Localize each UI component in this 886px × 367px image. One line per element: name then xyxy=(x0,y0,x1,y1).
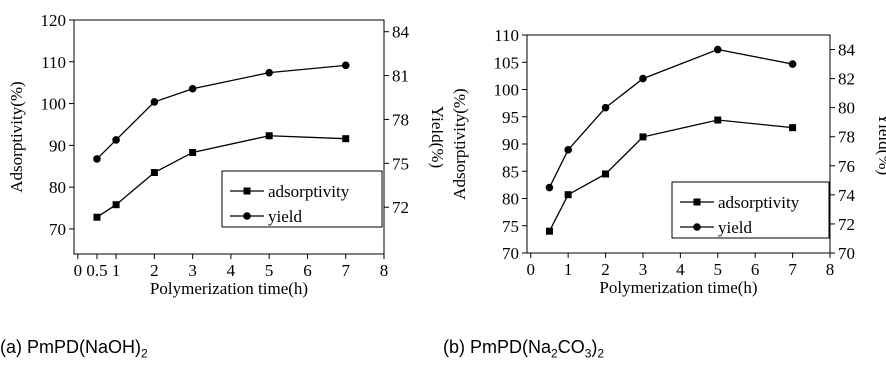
y2-tick-label: 82 xyxy=(838,70,855,89)
x-tick-label: 3 xyxy=(188,261,197,280)
x-tick-label: 6 xyxy=(303,261,312,280)
y2-tick-label: 75 xyxy=(392,154,409,173)
y2-axis-label: Yield(%) xyxy=(875,113,886,175)
y-tick-label: 80 xyxy=(49,178,66,197)
x-tick-label: 6 xyxy=(751,260,760,279)
x-tick-label: 0 xyxy=(74,261,83,280)
data-point-yield xyxy=(788,60,797,68)
y2-tick-label: 72 xyxy=(838,215,855,234)
x-tick-label: 8 xyxy=(380,261,389,280)
y-tick-label: 75 xyxy=(502,217,519,236)
y2-tick-label: 76 xyxy=(838,157,855,176)
data-point-adsorptivity xyxy=(265,132,273,140)
x-tick-label: 2 xyxy=(601,260,610,279)
legend-label: yield xyxy=(268,207,302,226)
data-point-adsorptivity xyxy=(714,116,722,124)
y2-axis-label: Yield(%) xyxy=(428,106,443,168)
data-point-yield xyxy=(341,61,350,70)
y-tick-label: 105 xyxy=(494,53,520,72)
legend-marker-square xyxy=(693,198,701,206)
y-tick-label: 95 xyxy=(502,108,519,127)
x-tick-label: 4 xyxy=(227,261,236,280)
x-tick-label: 4 xyxy=(676,260,685,279)
legend-label: yield xyxy=(718,218,752,237)
y2-tick-label: 78 xyxy=(838,128,855,147)
chart-a: 0 0.5 1 2 3 4 5 6 7 87080901001101207275788184Pol… xyxy=(7,11,443,298)
y-tick-label: 120 xyxy=(41,11,67,30)
data-point-yield xyxy=(713,45,722,54)
plot-frame xyxy=(73,19,385,255)
data-point-adsorptivity xyxy=(564,191,572,199)
data-point-adsorptivity xyxy=(342,135,350,143)
x-tick-label: 0 xyxy=(526,260,535,279)
y2-tick-label: 84 xyxy=(838,41,856,60)
x-tick-label: 0.5 xyxy=(86,261,107,280)
data-point-yield xyxy=(564,146,572,154)
y2-tick-label: 78 xyxy=(392,110,409,129)
y2-tick-label: 84 xyxy=(392,23,410,42)
data-point-adsorptivity xyxy=(545,227,553,235)
y-tick-label: 70 xyxy=(49,220,66,239)
y-tick-label: 90 xyxy=(49,136,66,155)
data-point-yield xyxy=(150,98,159,106)
y-tick-label: 100 xyxy=(494,81,520,100)
data-point-yield xyxy=(112,136,120,144)
y-axis-label: Adsorptivity(%) xyxy=(450,88,469,199)
data-point-adsorptivity xyxy=(602,170,610,178)
x-tick-label: 7 xyxy=(788,260,797,279)
data-point-yield xyxy=(188,84,197,93)
data-point-adsorptivity xyxy=(93,213,101,221)
caption-b: (b) PmPD(Na2CO3)2 xyxy=(443,337,605,361)
x-tick-label: 1 xyxy=(112,261,121,280)
data-point-yield xyxy=(545,183,554,192)
data-point-adsorptivity xyxy=(112,201,120,209)
y2-tick-label: 80 xyxy=(838,99,855,118)
data-point-yield xyxy=(93,155,101,163)
data-point-adsorptivity xyxy=(639,133,647,141)
y-tick-label: 110 xyxy=(494,26,519,45)
legend-marker-circle xyxy=(693,223,701,231)
x-tick-label: 8 xyxy=(826,260,835,279)
data-point-yield xyxy=(601,103,610,112)
data-point-adsorptivity xyxy=(789,124,797,132)
series-line-yield xyxy=(96,64,346,160)
series-line-adsorptivity xyxy=(548,119,793,232)
y2-tick-label: 72 xyxy=(392,198,409,217)
x-tick-label: 3 xyxy=(639,260,648,279)
x-tick-label: 5 xyxy=(714,260,723,279)
legend-label: adsorptivity xyxy=(718,193,800,212)
y-axis-label: Adsorptivity(%) xyxy=(7,81,26,192)
x-tick-label: 5 xyxy=(265,261,274,280)
x-tick-label: 1 xyxy=(564,260,573,279)
x-tick-label: 2 xyxy=(150,261,159,280)
y-tick-label: 100 xyxy=(41,95,67,114)
legend-marker-square xyxy=(243,187,251,195)
y-tick-label: 85 xyxy=(502,162,519,181)
y-tick-label: 90 xyxy=(502,135,519,154)
chart-b: 0 1 2 3 4 5 6 7 87075808590951001051107072747678… xyxy=(450,26,886,297)
series-line-yield xyxy=(548,48,793,188)
data-point-adsorptivity xyxy=(150,169,158,177)
data-point-yield xyxy=(639,74,647,83)
data-point-yield xyxy=(265,68,273,77)
y2-tick-label: 74 xyxy=(838,186,856,205)
y-tick-label: 110 xyxy=(41,53,66,72)
data-point-adsorptivity xyxy=(189,148,197,156)
y-tick-label: 80 xyxy=(502,190,519,209)
x-axis-label: Polymerization time(h) xyxy=(150,279,308,298)
x-axis-label: Polymerization time(h) xyxy=(599,278,757,297)
y-tick-label: 70 xyxy=(502,244,519,263)
x-tick-label: 7 xyxy=(341,261,350,280)
caption-a: (a) PmPD(NaOH)2 xyxy=(0,337,148,361)
legend-marker-circle xyxy=(243,212,251,220)
legend-label: adsorptivity xyxy=(268,182,350,201)
y2-tick-label: 70 xyxy=(838,244,855,263)
y2-tick-label: 81 xyxy=(392,67,409,86)
